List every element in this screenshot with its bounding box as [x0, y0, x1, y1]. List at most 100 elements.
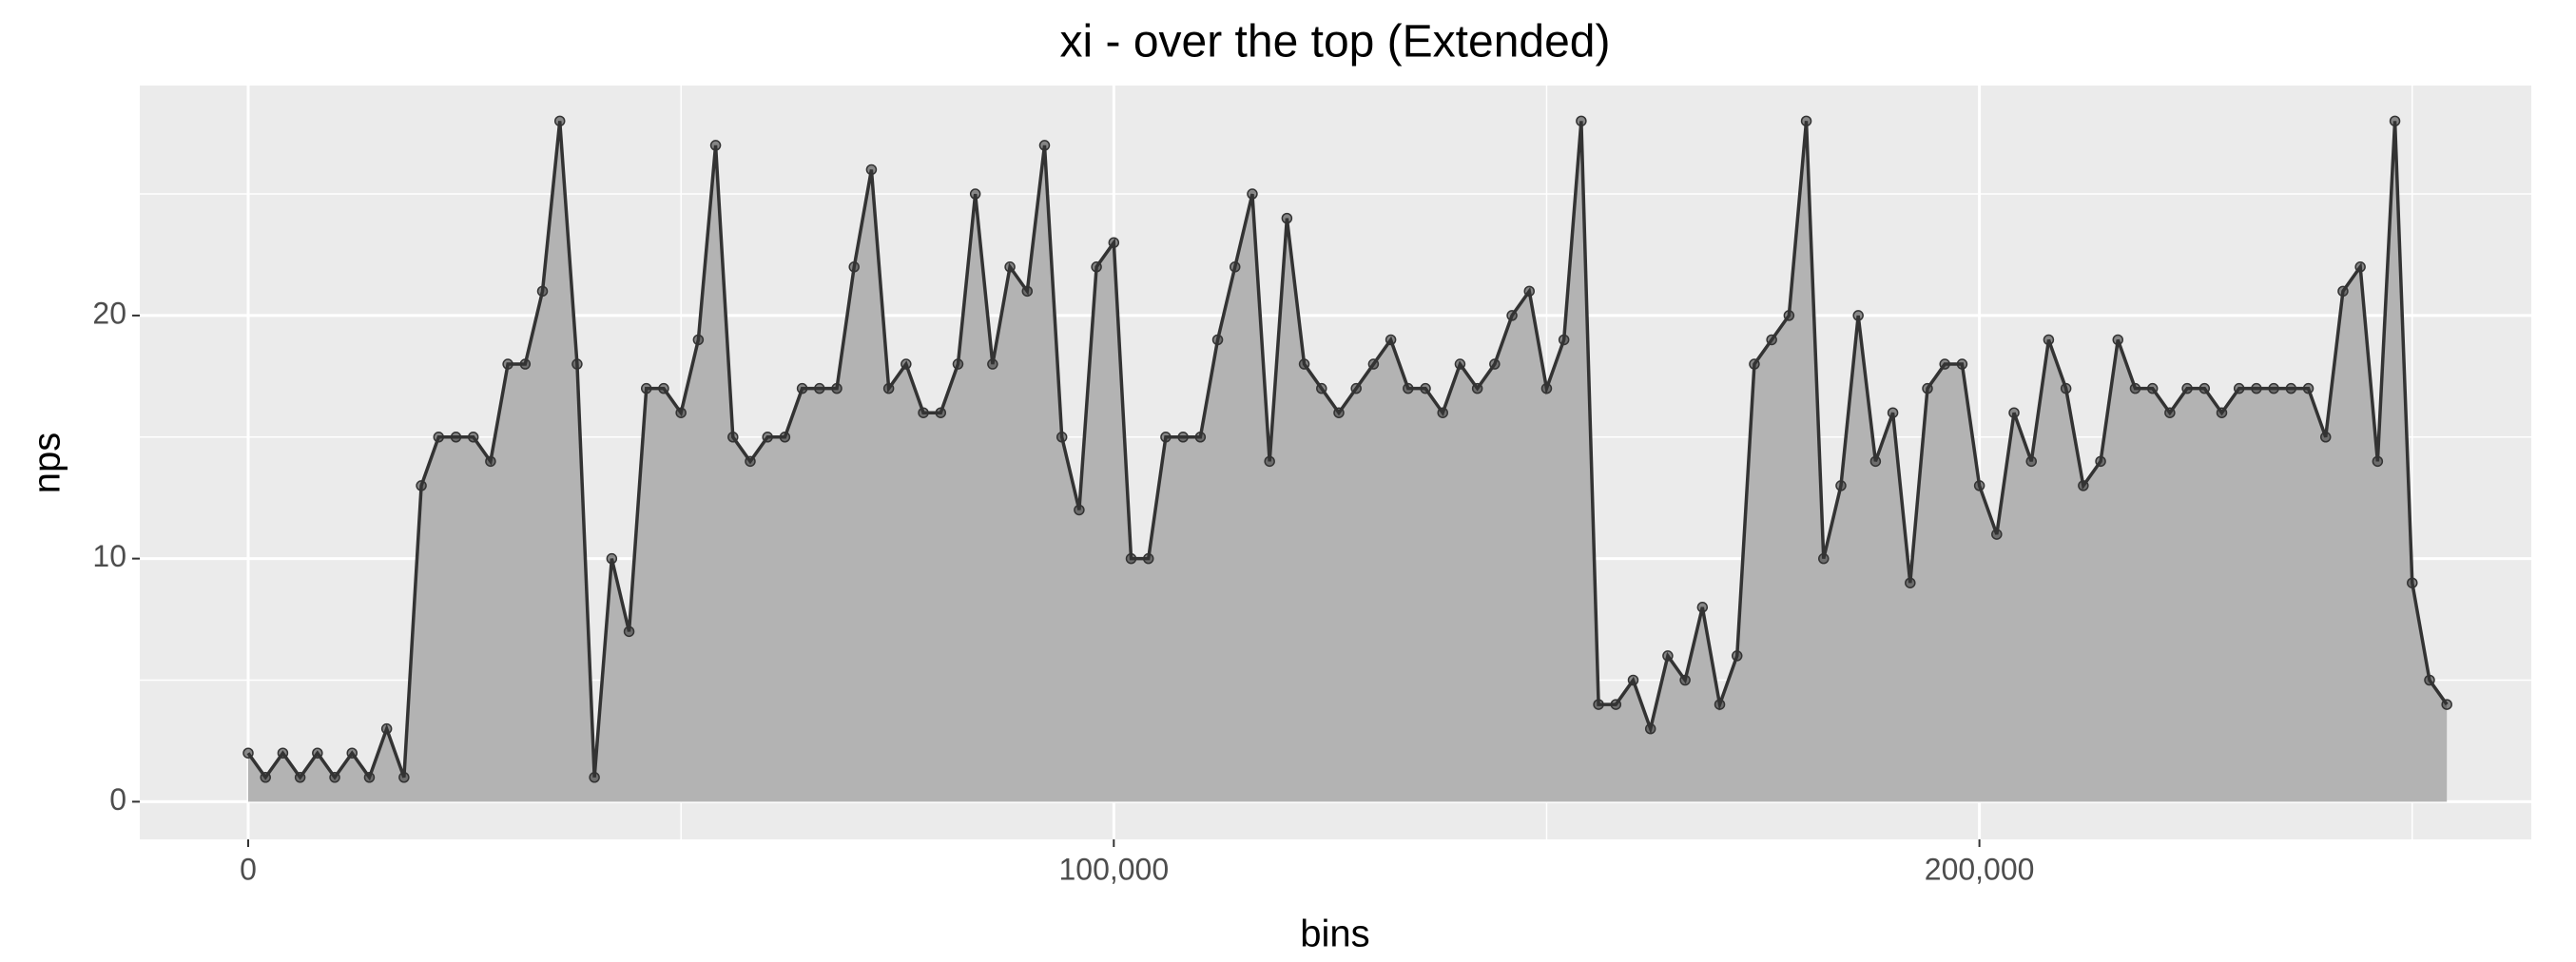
point — [2043, 334, 2055, 346]
point — [1454, 358, 1466, 370]
area — [248, 121, 2448, 802]
point — [692, 334, 705, 346]
point — [2354, 261, 2366, 273]
point — [380, 722, 393, 735]
point — [1489, 358, 1501, 370]
point — [1662, 650, 1674, 662]
point — [1749, 358, 1760, 370]
point — [363, 772, 376, 783]
point — [1038, 140, 1051, 151]
point — [2424, 674, 2435, 686]
point — [2285, 382, 2297, 394]
point — [796, 382, 808, 394]
point — [502, 358, 513, 370]
x-tick-label: 100,000 — [1058, 852, 1169, 886]
point — [2181, 382, 2193, 394]
point — [745, 455, 756, 468]
point — [2268, 382, 2279, 394]
point — [2251, 382, 2262, 394]
point — [1922, 382, 1933, 394]
point — [433, 432, 445, 443]
point — [1211, 334, 1224, 346]
point — [779, 432, 791, 443]
point — [1766, 334, 1777, 346]
point — [1558, 334, 1570, 346]
point — [1108, 237, 1120, 248]
chart-title: xi - over the top (Extended) — [1060, 17, 1611, 67]
point — [1576, 115, 1587, 127]
point — [1160, 432, 1172, 443]
point — [640, 382, 652, 394]
point — [1818, 552, 1830, 565]
x-tick-label: 0 — [240, 852, 257, 886]
point — [1125, 552, 1137, 565]
point — [2060, 382, 2072, 394]
point — [485, 455, 496, 468]
point — [1350, 382, 1362, 394]
point — [1142, 552, 1154, 565]
point — [2407, 577, 2418, 588]
point — [1800, 115, 1812, 127]
point — [1991, 529, 2003, 540]
point — [2319, 432, 2332, 443]
point — [1333, 407, 1345, 418]
point — [2198, 382, 2211, 394]
y-tick-label: 10 — [92, 539, 126, 573]
point — [1506, 310, 1518, 321]
point — [762, 432, 773, 443]
point — [1593, 699, 1604, 710]
point — [346, 747, 358, 759]
point — [519, 358, 532, 370]
point — [1835, 480, 1847, 491]
point — [1074, 504, 1085, 516]
point — [1264, 455, 1275, 468]
point — [1281, 212, 1293, 224]
point — [987, 358, 998, 370]
point — [1523, 285, 1536, 298]
point — [1627, 674, 1639, 686]
point — [2008, 407, 2020, 418]
point — [606, 552, 618, 565]
point — [2129, 382, 2141, 394]
point — [1973, 480, 1985, 491]
point — [2441, 699, 2452, 710]
point — [935, 407, 947, 418]
point — [2112, 334, 2124, 346]
point — [294, 772, 306, 783]
point — [1783, 310, 1795, 321]
point — [1610, 699, 1622, 710]
point — [2095, 455, 2106, 468]
x-tick-label: 200,000 — [1925, 852, 2035, 886]
point — [709, 140, 722, 151]
point — [2389, 115, 2401, 127]
point — [1298, 358, 1310, 370]
line — [246, 121, 2449, 781]
point — [1471, 382, 1483, 394]
point — [814, 382, 825, 394]
point — [398, 772, 410, 783]
point — [467, 432, 479, 443]
point — [969, 188, 981, 200]
point — [1905, 577, 1916, 588]
point — [260, 772, 271, 783]
point — [450, 432, 462, 443]
point — [2233, 382, 2245, 394]
point — [952, 358, 964, 370]
point — [2302, 382, 2315, 394]
point — [623, 625, 635, 638]
point — [1696, 602, 1709, 613]
point — [865, 164, 878, 176]
point — [536, 285, 549, 298]
point — [2337, 285, 2349, 298]
point — [2025, 455, 2037, 468]
point — [658, 382, 669, 394]
point — [1540, 382, 1553, 394]
point — [553, 115, 566, 127]
y-axis-label: nps — [27, 433, 68, 494]
point — [1644, 722, 1656, 735]
point — [1004, 261, 1016, 273]
point — [918, 407, 929, 418]
point — [277, 747, 289, 759]
point — [1939, 358, 1950, 370]
